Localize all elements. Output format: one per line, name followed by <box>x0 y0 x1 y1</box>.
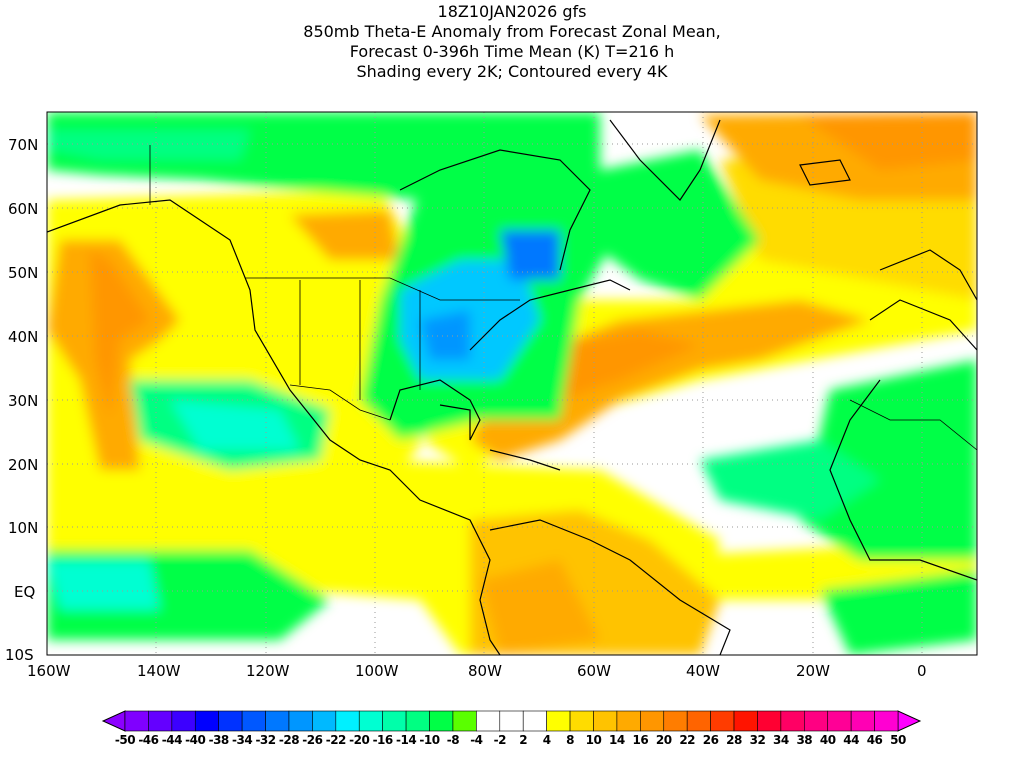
lon-label: 160W <box>27 662 71 680</box>
colorbar-tick-label: 46 <box>866 733 883 747</box>
lat-label: 10S <box>5 646 34 664</box>
colorbar-tick-label: 26 <box>702 733 719 747</box>
colorbar-tick-label: 10 <box>585 733 602 747</box>
colorbar-swatch <box>148 710 173 732</box>
anomaly-shading <box>47 112 977 655</box>
colorbar-tick-label: -8 <box>446 733 460 747</box>
colorbar-tick-label: 16 <box>632 733 649 747</box>
plot-frame <box>46 111 978 656</box>
colorbar-swatch <box>499 710 524 732</box>
colorbar-swatch <box>546 710 571 732</box>
colorbar-swatch <box>405 710 430 732</box>
colorbar-tick-label: -16 <box>372 733 394 747</box>
colorbar-tick-label: 8 <box>566 733 574 747</box>
lon-label: 80W <box>468 662 502 680</box>
colorbar-tick-label: -28 <box>278 733 300 747</box>
colorbar-swatch <box>663 710 688 732</box>
colorbar-swatch <box>241 710 266 732</box>
colorbar-swatch <box>218 710 243 732</box>
colorbar-swatch <box>710 710 735 732</box>
colorbar-swatch <box>124 710 149 732</box>
lat-label: 10N <box>8 519 39 537</box>
colorbar-swatch <box>429 710 454 732</box>
lon-label: 140W <box>137 662 181 680</box>
colorbar-tick-label: 14 <box>609 733 625 747</box>
coastlines <box>47 119 977 655</box>
title-line-1: 18Z10JAN2026 gfs <box>437 2 587 21</box>
colorbar-right-arrow <box>897 710 922 732</box>
colorbar-swatch <box>452 710 477 732</box>
colorbar-swatch <box>522 710 547 732</box>
lon-label: 120W <box>246 662 290 680</box>
colorbar-tick-label: 40 <box>819 733 836 747</box>
colorbar-tick-label: 28 <box>726 733 742 747</box>
colorbar-tick-label: -32 <box>255 733 276 747</box>
lat-label: 30N <box>8 392 39 410</box>
colorbar-tick-label: -22 <box>325 733 347 747</box>
colorbar-swatch <box>382 710 407 732</box>
colorbar-swatch <box>288 710 313 732</box>
colorbar-swatch <box>686 710 711 732</box>
colorbar-swatch <box>312 710 337 732</box>
colorbar-tick-label: -46 <box>138 733 159 747</box>
colorbar-tick-label: -44 <box>161 733 183 747</box>
colorbar-tick-label: -38 <box>208 733 230 747</box>
colorbar-tick-label: 2 <box>519 733 528 747</box>
lon-label: 0 <box>917 662 927 680</box>
colorbar-swatch <box>733 710 758 732</box>
colorbar-tick-label: 38 <box>796 733 813 747</box>
political-borders <box>149 145 977 451</box>
lat-label: 50N <box>8 264 39 282</box>
title-line-3: Forecast 0-396h Time Mean (K) T=216 h <box>349 42 675 61</box>
colorbar-swatch <box>335 710 360 732</box>
colorbar-swatch <box>194 710 219 732</box>
colorbar-tick-label: -50 <box>114 733 136 747</box>
lon-label: 60W <box>577 662 611 680</box>
lon-label: 40W <box>686 662 720 680</box>
colorbar <box>101 710 922 732</box>
colorbar-tick-label: -20 <box>349 733 370 747</box>
lat-label: 20N <box>8 456 39 474</box>
colorbar-swatch <box>171 710 196 732</box>
colorbar-swatch <box>265 710 290 732</box>
colorbar-tick-label: 22 <box>679 733 696 747</box>
lat-label: EQ <box>14 583 36 601</box>
graticule <box>47 112 977 655</box>
colorbar-tick-label: -14 <box>395 733 417 747</box>
colorbar-swatch <box>827 710 852 732</box>
lon-label: 20W <box>796 662 830 680</box>
title-line-2: 850mb Theta-E Anomaly from Forecast Zona… <box>303 22 721 41</box>
colorbar-left-arrow <box>101 710 126 732</box>
colorbar-swatch <box>476 710 501 732</box>
colorbar-swatch <box>780 710 805 732</box>
colorbar-swatch <box>358 710 383 732</box>
colorbar-swatch <box>616 710 641 732</box>
title-line-4: Shading every 2K; Contoured every 4K <box>356 62 668 81</box>
colorbar-tick-label: -2 <box>493 733 507 747</box>
lat-label: 70N <box>8 136 39 154</box>
colorbar-tick-label: -4 <box>470 733 483 747</box>
lat-label: 40N <box>8 328 39 346</box>
lon-label: 100W <box>355 662 399 680</box>
map-plot <box>46 111 978 656</box>
colorbar-tick-label: 20 <box>655 733 672 747</box>
colorbar-swatch <box>850 710 875 732</box>
colorbar-tick-label: 34 <box>773 733 789 747</box>
colorbar-tick-label: -26 <box>302 733 323 747</box>
colorbar-tick-label: -10 <box>419 733 440 747</box>
colorbar-swatch <box>593 710 618 732</box>
colorbar-swatch <box>804 710 829 732</box>
colorbar-swatch <box>640 710 665 732</box>
colorbar-tick-label: -40 <box>185 733 206 747</box>
colorbar-tick-label: 4 <box>542 733 551 747</box>
colorbar-tick-label: 32 <box>749 733 766 747</box>
colorbar-swatch <box>569 710 594 732</box>
lat-label: 60N <box>8 200 39 218</box>
colorbar-tick-label: 44 <box>843 733 859 747</box>
colorbar-tick-label: 50 <box>890 733 906 747</box>
colorbar-swatch <box>874 710 899 732</box>
colorbar-swatch <box>757 710 782 732</box>
colorbar-tick-label: -34 <box>232 733 253 747</box>
